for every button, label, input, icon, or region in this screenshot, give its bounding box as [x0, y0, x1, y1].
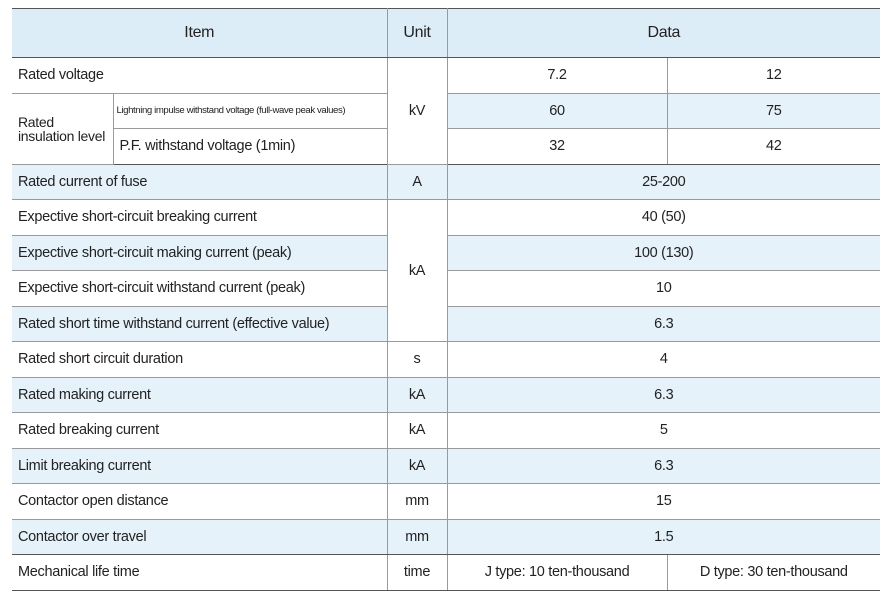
- data-cell: 6.3: [446, 376, 881, 413]
- row: Expective short-circuit breaking current…: [12, 199, 881, 342]
- data-cell: 40 (50): [446, 199, 881, 236]
- rows: Rated current of fuse A 25-200 Expective sh…: [12, 163, 881, 555]
- item-cell: Contactor open distance: [12, 483, 388, 520]
- row: Contactor over travel mm 1.5: [12, 518, 881, 555]
- unit-cell: kA: [386, 199, 448, 342]
- row: Expective short-circuit withstand curren…: [12, 270, 881, 307]
- data-cell: 60: [446, 92, 668, 129]
- data-cell: 42: [666, 128, 881, 165]
- item-cell: Mechanical life time: [12, 554, 388, 591]
- item-cell: Rated voltage: [12, 57, 388, 94]
- row: Rated short circuit duration s 4: [12, 341, 881, 378]
- data-cell: 4: [446, 341, 881, 378]
- row: Mechanical life time time J type: 10 ten…: [12, 554, 881, 591]
- header-row: Item Unit Data: [12, 8, 881, 58]
- unit-cell: kA: [386, 412, 448, 449]
- item-cell: Expective short-circuit breaking current: [12, 199, 388, 236]
- data-cell: 15: [446, 483, 881, 520]
- unit-cell: kV: [386, 57, 448, 165]
- item-cell: Lightning impulse withstand voltage (ful…: [112, 92, 388, 129]
- unit-cell: mm: [386, 518, 448, 555]
- row: Limit breaking current kA 6.3: [12, 447, 881, 484]
- row: Rated making current kA 6.3: [12, 376, 881, 413]
- row: Expective short-circuit making current (…: [12, 234, 881, 271]
- header-cell: Unit: [386, 8, 448, 58]
- unit-cell: s: [386, 341, 448, 378]
- data-cell: 7.2: [446, 57, 668, 94]
- data-cell: J type: 10 ten-thousand: [446, 554, 668, 591]
- row: Rated short time withstand current (effe…: [12, 305, 881, 342]
- data-cell: 12: [666, 57, 881, 94]
- item-cell: Rated short circuit duration: [12, 341, 388, 378]
- unit-cell: kA: [386, 447, 448, 484]
- data-cell: 25-200: [446, 163, 881, 200]
- data-cell: 75: [666, 92, 881, 129]
- item-cell: P.F. withstand voltage (1min): [113, 128, 388, 165]
- data-cell: 1.5: [446, 518, 881, 555]
- row: Contactor open distance mm 15: [12, 483, 881, 520]
- header-cell: Data: [446, 8, 881, 58]
- header-cell: Item: [12, 8, 388, 58]
- data-cell: 32: [446, 128, 668, 165]
- spec-table: Item Unit Data Rated voltage kV 7.2 12 R…: [12, 8, 881, 591]
- row: Rated current of fuse A 25-200: [12, 163, 881, 200]
- data-cell: D type: 30 ten-thousand: [666, 554, 881, 591]
- item-cell: Rated making current: [12, 376, 388, 413]
- unit-cell: kA: [386, 376, 448, 413]
- data-cell: 10: [446, 270, 881, 307]
- row: Rated breaking current kA 5: [12, 412, 881, 449]
- row: Rated voltage kV 7.2 12: [12, 57, 881, 165]
- unit-cell: mm: [386, 483, 448, 520]
- item-cell: Expective short-circuit making current (…: [12, 234, 388, 271]
- data-cell: 6.3: [446, 305, 881, 342]
- item-cell: Expective short-circuit withstand curren…: [12, 270, 388, 307]
- row: Rated insulation level Lightning impulse…: [12, 92, 881, 165]
- data-cell: 6.3: [446, 447, 881, 484]
- item-cell: Contactor over travel: [12, 518, 388, 555]
- item-cell: Rated short time withstand current (effe…: [12, 305, 388, 342]
- data-cell: 5: [446, 412, 881, 449]
- item-cell: Rated current of fuse: [12, 163, 388, 200]
- unit-cell: A: [386, 163, 448, 200]
- unit-cell: time: [386, 554, 448, 591]
- item-cell: Limit breaking current: [12, 447, 388, 484]
- item-cell: Rated breaking current: [12, 412, 388, 449]
- data-cell: 100 (130): [446, 234, 881, 271]
- item-cell: Rated insulation level: [12, 92, 114, 165]
